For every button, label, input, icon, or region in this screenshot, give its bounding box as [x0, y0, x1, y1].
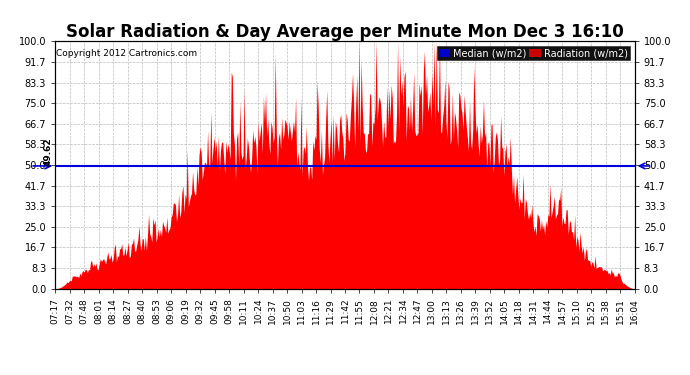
Text: Copyright 2012 Cartronics.com: Copyright 2012 Cartronics.com — [57, 49, 197, 58]
Text: 49.62: 49.62 — [43, 137, 52, 166]
Title: Solar Radiation & Day Average per Minute Mon Dec 3 16:10: Solar Radiation & Day Average per Minute… — [66, 23, 624, 41]
Legend: Median (w/m2), Radiation (w/m2): Median (w/m2), Radiation (w/m2) — [437, 46, 630, 60]
